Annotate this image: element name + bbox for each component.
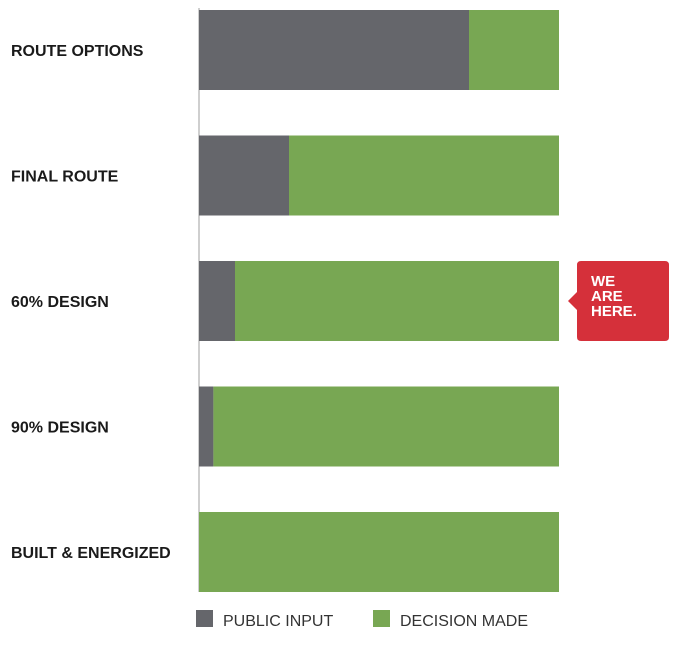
callout-shape	[568, 261, 669, 341]
legend-label-decision-made: DECISION MADE	[400, 613, 528, 630]
legend-swatch-public-input	[196, 610, 213, 627]
bar-final-route-public-input	[199, 135, 289, 216]
bar-built-energized-decision-made	[199, 512, 559, 592]
bar-route-options-decision-made	[469, 10, 559, 90]
category-label-final-route: FINAL ROUTE	[11, 169, 119, 186]
callout-text-line-2: ARE	[591, 288, 623, 305]
bar-final-route-decision-made	[289, 135, 559, 216]
legend-label-public-input: PUBLIC INPUT	[223, 613, 333, 630]
legend-swatch-decision-made	[373, 610, 390, 627]
category-label-60-design: 60% DESIGN	[11, 294, 109, 311]
callout-text-line-1: WE	[591, 273, 615, 290]
we-are-here-callout: WE ARE HERE.	[568, 261, 669, 341]
category-label-route-options: ROUTE OPTIONS	[11, 43, 144, 60]
bar-60-design-public-input	[199, 261, 235, 341]
callout-text-line-3: HERE.	[591, 303, 637, 320]
bar-90-design-public-input	[199, 386, 214, 467]
category-label-90-design: 90% DESIGN	[11, 420, 109, 437]
legend: PUBLIC INPUT DECISION MADE	[196, 610, 528, 630]
category-label-built-energized: BUILT & ENERGIZED	[11, 545, 171, 562]
bar-60-design-decision-made	[235, 261, 559, 341]
bar-route-options-public-input	[199, 10, 469, 90]
bar-90-design-decision-made	[213, 386, 559, 467]
